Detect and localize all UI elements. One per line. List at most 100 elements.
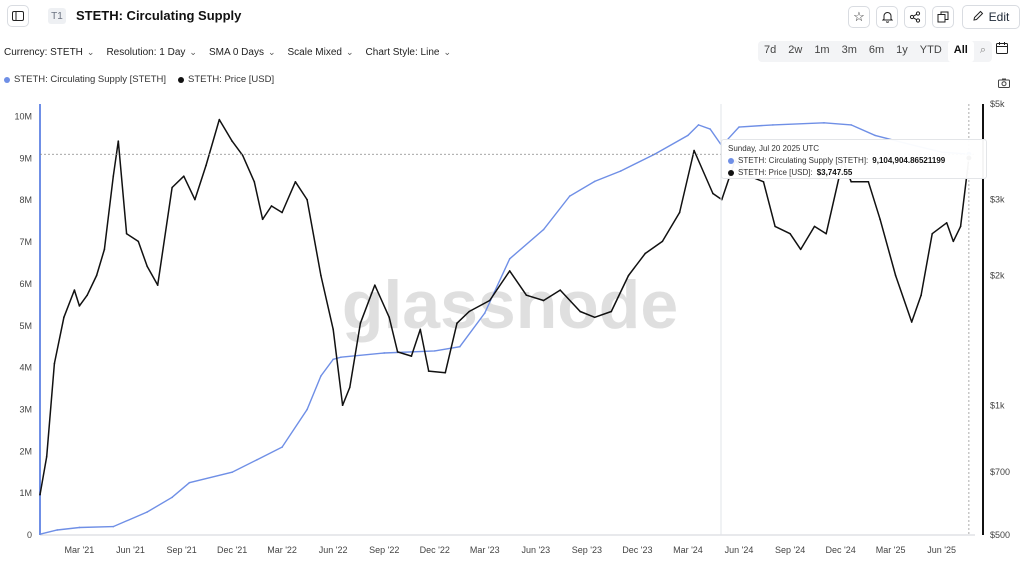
price-point: [911, 321, 913, 323]
price-point: [219, 119, 221, 121]
supply-point: [306, 409, 308, 411]
price-point: [662, 241, 664, 243]
x-tick-label: Dec '21: [217, 545, 247, 555]
left-tick-label: 10M: [14, 112, 32, 122]
price-point: [157, 284, 159, 286]
price-point: [456, 322, 458, 324]
price-point: [63, 316, 65, 318]
x-tick-label: Mar '24: [673, 545, 703, 555]
price-point: [332, 329, 334, 331]
price-point: [194, 199, 196, 201]
price-point: [579, 311, 581, 313]
price-point: [79, 305, 81, 307]
price-point: [205, 165, 207, 167]
price-point: [411, 355, 413, 357]
tooltip-swatch: [728, 158, 734, 164]
supply-point: [850, 124, 852, 126]
price-point: [868, 181, 870, 183]
supply-point: [281, 446, 283, 448]
x-tick-label: Mar '23: [470, 545, 500, 555]
price-point: [137, 241, 139, 243]
x-tick-label: Dec '23: [622, 545, 652, 555]
supply-point: [434, 350, 436, 352]
price-point: [320, 275, 322, 277]
right-tick-label: $700: [990, 467, 1010, 477]
supply-point: [340, 356, 342, 358]
left-tick-label: 7M: [19, 237, 32, 247]
supply-point: [698, 124, 700, 126]
price-point: [242, 155, 244, 157]
x-tick-label: Sep '24: [775, 545, 805, 555]
right-tick-label: $1k: [990, 400, 1005, 410]
supply-point: [56, 529, 58, 531]
price-point: [445, 372, 447, 374]
supply-point: [543, 229, 545, 231]
price-point: [374, 284, 376, 286]
supply-point: [738, 126, 740, 128]
supply-point: [772, 124, 774, 126]
price-point: [388, 316, 390, 318]
price-point: [428, 370, 430, 372]
price-point: [800, 249, 802, 251]
price-point: [879, 219, 881, 221]
price-point: [774, 226, 776, 228]
price-point: [281, 212, 283, 214]
price-point: [611, 311, 613, 313]
price-point: [342, 404, 344, 406]
price-point: [825, 233, 827, 235]
left-tick-label: 1M: [19, 488, 32, 498]
tooltip-price-value: $3,747.55: [817, 168, 853, 177]
x-tick-label: Jun '21: [116, 545, 145, 555]
left-tick-label: 4M: [19, 363, 32, 373]
price-point: [262, 219, 264, 221]
price-point: [306, 199, 308, 201]
supply-point: [620, 170, 622, 172]
supply-point: [594, 181, 596, 183]
x-tick-label: Jun '25: [927, 545, 956, 555]
price-point: [86, 294, 88, 296]
left-tick-label: 6M: [19, 279, 32, 289]
price-point: [789, 233, 791, 235]
price-point: [74, 289, 76, 291]
price-point: [850, 181, 852, 183]
price-point: [679, 212, 681, 214]
price-point: [526, 294, 528, 296]
price-point: [104, 249, 106, 251]
price-point: [171, 187, 173, 189]
price-point: [693, 150, 695, 152]
right-tick-label: $2k: [990, 271, 1005, 281]
x-tick-label: Mar '25: [876, 545, 906, 555]
supply-point: [383, 352, 385, 354]
price-point: [146, 266, 148, 268]
price-point: [254, 181, 256, 183]
x-tick-label: Mar '21: [65, 545, 95, 555]
supply-point: [256, 459, 258, 461]
left-tick-label: 0: [27, 530, 32, 540]
price-point: [397, 351, 399, 353]
price-point: [420, 329, 422, 331]
tooltip-supply-value: 9,104,904.86521199: [872, 156, 945, 165]
tooltip-swatch: [728, 170, 734, 176]
x-tick-label: Jun '23: [521, 545, 550, 555]
price-point: [54, 363, 56, 365]
price-point: [628, 275, 630, 277]
supply-point: [874, 135, 876, 137]
right-tick-label: $500: [990, 530, 1010, 540]
supply-point: [231, 471, 233, 473]
supply-point: [171, 497, 173, 499]
x-tick-label: Dec '22: [420, 545, 450, 555]
left-tick-label: 3M: [19, 404, 32, 414]
supply-point: [823, 122, 825, 124]
price-point: [39, 494, 41, 496]
tooltip-supply-label: STETH: Circulating Supply [STETH]:: [738, 156, 868, 165]
price-point: [112, 175, 114, 177]
right-tick-label: $3k: [990, 195, 1005, 205]
price-point: [594, 316, 596, 318]
price-point: [559, 289, 561, 291]
tooltip-row-supply: STETH: Circulating Supply [STETH]: 9,104…: [728, 156, 980, 165]
tooltip-row-price: STETH: Price [USD]: $3,747.55: [728, 168, 980, 177]
price-point: [231, 140, 233, 142]
supply-point: [654, 153, 656, 155]
tooltip-date: Sunday, Jul 20 2025 UTC: [728, 144, 980, 153]
